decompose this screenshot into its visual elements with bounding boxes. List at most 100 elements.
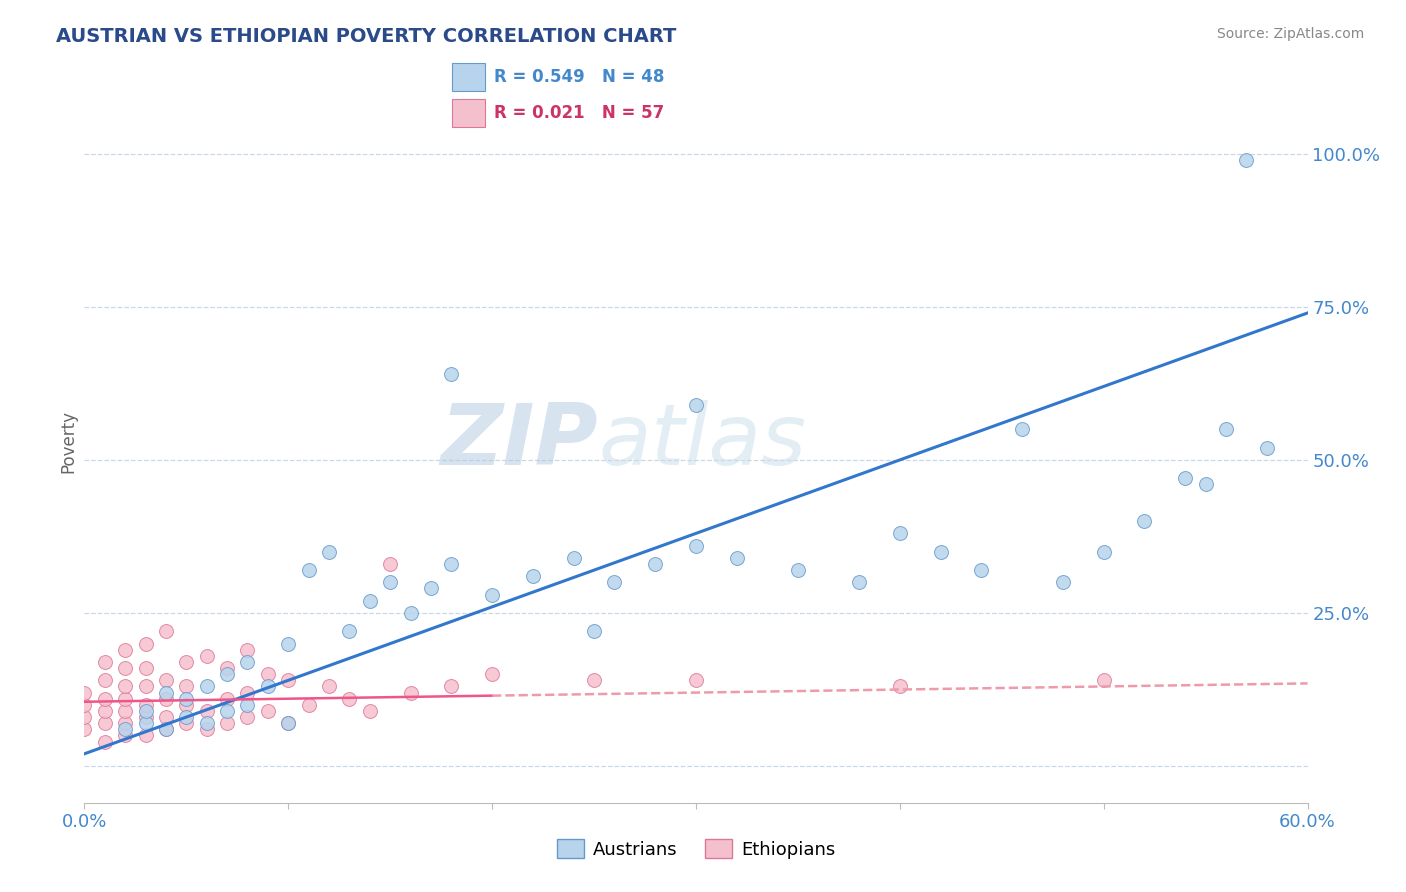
Point [195,723,218,737]
Point [481,588,503,602]
Point [1195,477,1218,491]
Point [929,545,952,559]
Point [135,698,157,712]
Point [174,710,197,724]
Point [298,698,321,712]
Point [217,661,239,675]
Point [155,685,177,699]
Point [174,691,197,706]
Point [195,680,218,694]
Point [889,526,911,541]
Point [1092,545,1115,559]
Point [236,698,259,712]
Point [970,563,993,577]
Point [174,698,197,712]
Point [277,716,299,731]
Point [848,575,870,590]
Point [1133,514,1156,528]
Point [195,704,218,718]
Point [318,545,340,559]
Point [155,691,177,706]
Point [787,563,810,577]
Point [93,691,115,706]
Point [562,550,585,565]
Point [1256,441,1278,455]
Point [195,648,218,663]
Point [174,680,197,694]
Point [889,680,911,694]
Point [359,593,381,607]
Point [155,710,177,724]
Legend: Austrians, Ethiopians: Austrians, Ethiopians [550,832,842,866]
Point [1092,673,1115,688]
Point [725,550,748,565]
Text: Source: ZipAtlas.com: Source: ZipAtlas.com [1216,27,1364,41]
Point [93,734,115,748]
Point [174,655,197,669]
Point [114,642,136,657]
Point [93,716,115,731]
Point [1215,422,1237,436]
Point [1011,422,1033,436]
Point [1236,153,1258,167]
Point [93,704,115,718]
Point [93,655,115,669]
Point [93,673,115,688]
Point [399,685,422,699]
Point [380,575,402,590]
Point [481,667,503,681]
Point [298,563,321,577]
Point [114,704,136,718]
Point [236,685,259,699]
Point [174,716,197,731]
Point [440,557,463,571]
Point [155,723,177,737]
Point [195,716,218,731]
Point [135,680,157,694]
Point [277,673,299,688]
Text: ZIP: ZIP [440,400,598,483]
Point [257,704,280,718]
Bar [451,99,485,128]
Point [318,680,340,694]
Text: AUSTRIAN VS ETHIOPIAN POVERTY CORRELATION CHART: AUSTRIAN VS ETHIOPIAN POVERTY CORRELATIO… [56,27,676,45]
Point [583,624,606,639]
Point [73,710,96,724]
Point [114,723,136,737]
Point [359,704,381,718]
Y-axis label: Poverty: Poverty [59,410,77,473]
Text: R = 0.549   N = 48: R = 0.549 N = 48 [495,68,665,86]
Point [339,624,361,639]
Point [380,557,402,571]
Text: R = 0.021   N = 57: R = 0.021 N = 57 [495,104,665,122]
Point [236,710,259,724]
Point [114,680,136,694]
Point [277,637,299,651]
Point [217,716,239,731]
Point [114,661,136,675]
Point [420,582,443,596]
Point [217,691,239,706]
Point [236,655,259,669]
Point [1052,575,1074,590]
Point [277,716,299,731]
Point [135,710,157,724]
Point [257,667,280,681]
Point [1174,471,1197,485]
Point [155,723,177,737]
Point [155,673,177,688]
Point [440,680,463,694]
Point [135,716,157,731]
Bar [451,62,485,91]
Point [339,691,361,706]
Point [644,557,666,571]
Point [685,673,707,688]
Point [257,680,280,694]
Point [685,539,707,553]
Point [217,667,239,681]
Point [135,728,157,742]
Point [583,673,606,688]
Text: atlas: atlas [598,400,806,483]
Point [73,723,96,737]
Point [73,698,96,712]
